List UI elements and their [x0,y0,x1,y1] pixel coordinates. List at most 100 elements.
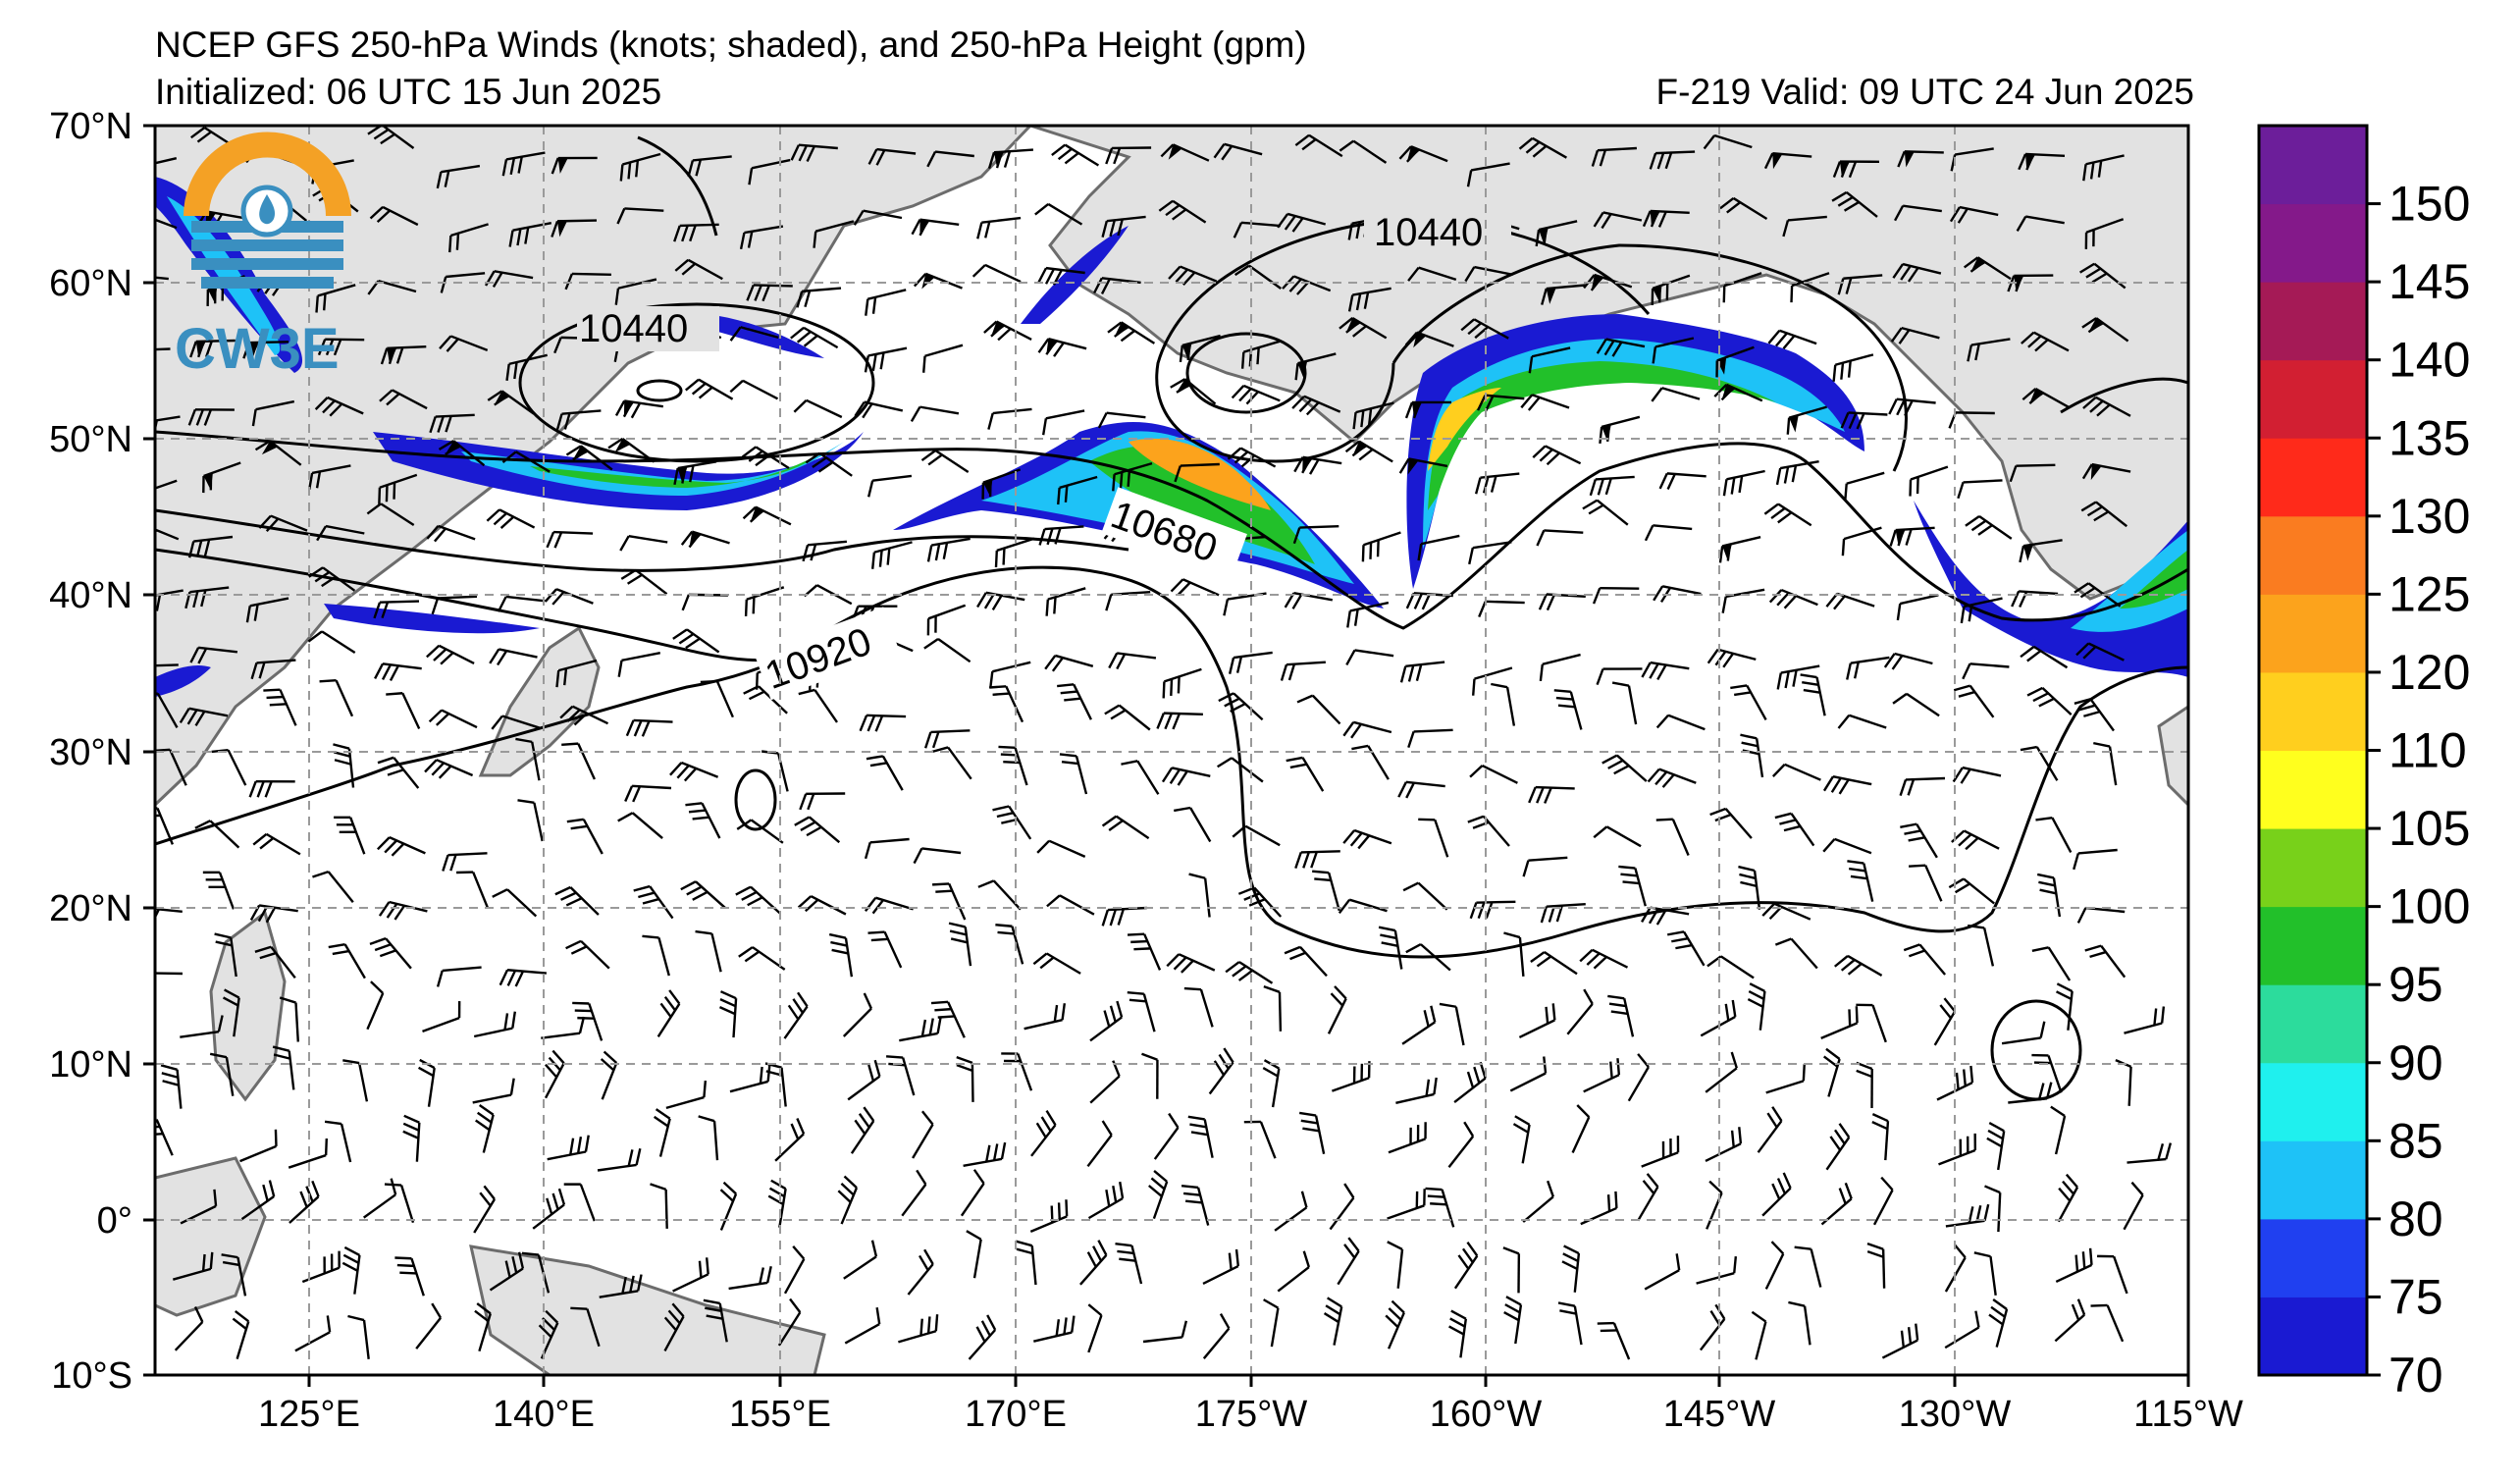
wind-barb [1227,447,1277,468]
wind-barb [1464,265,1513,283]
wind-barb [1361,531,1401,562]
wind-barb [1233,221,1281,238]
wind-barb [1790,272,1830,303]
wind-barb [960,1169,985,1217]
wind-barb [926,537,971,562]
wind-barb [1709,807,1753,839]
contour-ellipse-low-1 [518,302,875,463]
wind-barb [1115,1242,1143,1285]
lat-label: 70°N [49,106,132,147]
wind-barb [1706,648,1757,668]
lon-label: 170°E [965,1394,1067,1435]
wind-barb [1871,1113,1890,1161]
wind-barb [489,1251,525,1292]
colorbar-label: 90 [2389,1035,2443,1090]
wind-barb [341,1245,361,1295]
wind-barb [669,761,719,782]
wind-barb [551,156,598,175]
wind-barb [1502,1246,1521,1294]
wind-barb [252,832,301,856]
jet-central-max [1129,438,1271,510]
jet-west-edge [155,665,211,697]
wind-barb [209,1052,235,1096]
wind-barb [2055,1247,2093,1283]
wind-barb [440,272,486,293]
wind-barb [966,1230,982,1279]
wind-barb [1528,785,1575,804]
wind-barb [179,707,229,727]
wind-barb [1774,812,1815,847]
wind-barb [1776,664,1820,690]
wind-barb [317,338,365,356]
colorbar-swatch [2259,1140,2367,1220]
wind-barb [1277,212,1327,233]
wind-barb [1892,692,1940,717]
wind-barb [242,341,289,359]
wind-barb [1142,1320,1188,1344]
wind-barb [1170,378,1217,405]
wind-barb [559,705,609,726]
wind-barb [963,1141,1007,1167]
wind-barb [1881,1323,1919,1359]
wind-barb [736,819,784,844]
wind-barb [1312,870,1340,912]
wind-barb [263,688,297,726]
wind-barb [472,1078,515,1104]
wind-barb [1957,479,2003,500]
wind-barb [1059,753,1088,795]
contour-ellipse-low-3 [1185,332,1307,414]
wind-barb [1478,600,1525,618]
wind-barb [673,223,719,242]
wind-barb [1973,1251,1997,1296]
wind-barb [767,1179,787,1228]
wind-barb [1153,1112,1180,1160]
wind-barb [1243,1120,1277,1159]
wind-barb [1647,768,1697,788]
wind-barb [324,1120,352,1163]
wind-barb [1658,472,1706,490]
wind-barb [474,1302,492,1352]
colorbar-swatch [2259,203,2367,283]
wind-barb [1387,1241,1404,1289]
wind-barb [499,969,548,987]
wind-barb [1041,409,1085,436]
wind-barb [989,685,1024,723]
wind-barb [1765,1064,1806,1094]
wind-barb [194,820,240,849]
colorbar-label: 70 [2389,1348,2443,1403]
wind-barb [1439,1002,1465,1046]
wind-barb [1294,850,1340,869]
wind-barb [1597,1321,1631,1360]
wind-barb [783,1245,806,1295]
wind-barb [492,888,538,918]
wind-barb [913,847,962,865]
wind-barb [1418,818,1449,858]
wind-barb [289,1180,320,1224]
wind-barb [1771,763,1821,781]
wind-barb [1474,472,1520,495]
wind-barb [1607,994,1635,1037]
wind-barb [1015,1240,1037,1286]
wind-barb [2090,1303,2125,1343]
wind-barb [1566,988,1594,1035]
wind-barb [850,1106,875,1154]
wind-barb [1968,924,1995,967]
wind-barb [2084,944,2126,979]
wind-barb [288,1138,328,1169]
wind-barb [2020,645,2069,669]
land-japan [478,625,601,777]
wind-barb [394,1256,425,1297]
wind-barb [866,474,913,498]
wind-barb [931,746,972,780]
wind-barb [901,1169,927,1217]
wind-barb [994,537,1035,568]
wind-barb [1592,586,1640,605]
wind-barb [1293,455,1342,475]
wind-barb [1121,760,1160,795]
wind-barb [342,1059,369,1102]
wind-barb [1087,1303,1103,1353]
wind-barb [1763,151,1812,170]
wind-barb [566,818,604,855]
wind-barb [1179,334,1221,363]
wind-barb [774,1118,806,1162]
